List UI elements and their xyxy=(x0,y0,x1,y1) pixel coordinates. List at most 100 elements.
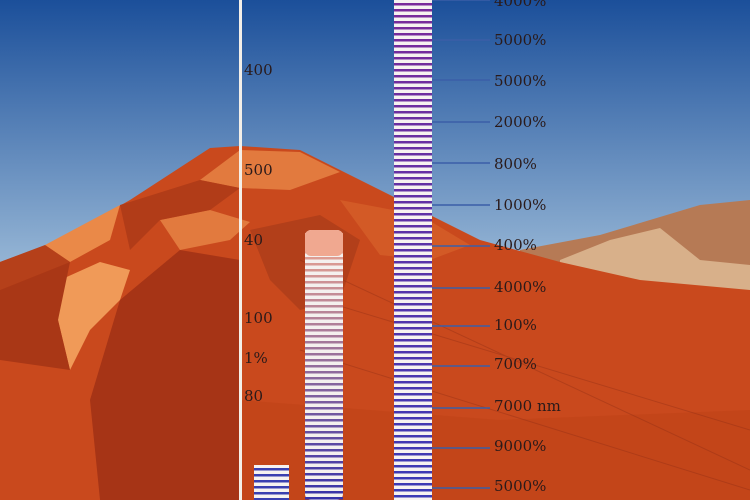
vertical-axis-line xyxy=(239,0,242,500)
medium-bar-stripe xyxy=(305,383,343,386)
tall-bar-stripe xyxy=(394,279,432,282)
tall-bar-stripe xyxy=(394,57,432,60)
right-label: 400% xyxy=(494,236,537,254)
tall-bar-stripe xyxy=(394,135,432,138)
tall-bar-stripe xyxy=(394,345,432,348)
tall-bar-stripe xyxy=(394,141,432,144)
medium-bar-stripe xyxy=(305,431,343,434)
tall-bar-stripe xyxy=(394,111,432,114)
right-label: 9000% xyxy=(494,437,547,455)
medium-bar-stripe xyxy=(305,425,343,428)
tall-bar-stripe xyxy=(394,27,432,30)
medium-bar-stripe xyxy=(305,401,343,404)
tall-bar-stripe xyxy=(394,255,432,258)
tall-bar-stripe xyxy=(394,69,432,72)
tall-bar-stripe xyxy=(394,213,432,216)
tall-bar-stripe xyxy=(394,327,432,330)
tall-bar-stripe xyxy=(394,39,432,42)
short-bar-stripe xyxy=(254,474,289,477)
tall-bar-stripe xyxy=(394,351,432,354)
tall-bar-stripe xyxy=(394,219,432,222)
tall-bar-stripe xyxy=(394,3,432,6)
medium-bar-cap xyxy=(305,230,343,256)
tall-bar-stripe xyxy=(394,405,432,408)
tall-bar-stripe xyxy=(394,273,432,276)
guide-lines xyxy=(299,259,750,491)
medium-bar-stripe xyxy=(305,317,343,320)
left-label: 1% xyxy=(244,349,268,367)
tall-bar-stripe xyxy=(394,105,432,108)
medium-bar-stripe xyxy=(305,479,343,482)
tall-bar-stripe xyxy=(394,81,432,84)
tall-bar-stripe xyxy=(394,21,432,24)
medium-bar-stripe xyxy=(305,341,343,344)
tall-bar-stripe xyxy=(394,495,432,498)
tall-bar-stripe xyxy=(394,33,432,36)
medium-bar-stripe xyxy=(305,485,343,488)
short-bar-stripe xyxy=(254,486,289,489)
medium-bar-stripe xyxy=(305,275,343,278)
mountain-facet-dark-1 xyxy=(0,245,70,290)
left-label: 40 xyxy=(244,231,264,249)
tall-bar-stripe xyxy=(394,387,432,390)
tall-bar-stripe xyxy=(394,411,432,414)
mountain-facet-dark-2 xyxy=(120,180,240,250)
medium-bar-stripe xyxy=(305,359,343,362)
medium-bar-stripe xyxy=(305,305,343,308)
tall-bar-stripe xyxy=(394,393,432,396)
tall-bar-stripe xyxy=(394,93,432,96)
tall-bar-stripe xyxy=(394,171,432,174)
medium-bar-stripe xyxy=(305,413,343,416)
tall-bar-stripe xyxy=(394,471,432,474)
medium-bar-stripe xyxy=(305,257,343,260)
tall-bar-stripe xyxy=(394,429,432,432)
tall-bar-stripe xyxy=(394,309,432,312)
medium-bar-stripe xyxy=(305,323,343,326)
medium-bar-stripe xyxy=(305,263,343,266)
tall-bar-stripe xyxy=(394,333,432,336)
medium-bar-stripe xyxy=(305,437,343,440)
tall-bar-stripe xyxy=(394,465,432,468)
mountain-facet-light-2 xyxy=(45,205,120,262)
bars-layer xyxy=(254,0,432,501)
tall-bar-stripe xyxy=(394,201,432,204)
tall-bar-stripe xyxy=(394,297,432,300)
medium-bar-stripe xyxy=(305,473,343,476)
tall-bar-stripe xyxy=(394,267,432,270)
tall-bar-stripe xyxy=(394,291,432,294)
medium-bar-stripe xyxy=(305,287,343,290)
mountain-facet-light-3 xyxy=(58,262,130,370)
tall-bar-stripe xyxy=(394,459,432,462)
tall-bar-stripe xyxy=(394,159,432,162)
tall-bar-stripe xyxy=(394,207,432,210)
right-label: 4000% xyxy=(494,278,547,296)
right-label: 2000% xyxy=(494,113,547,131)
tall-bar-stripe xyxy=(394,447,432,450)
tall-bar-stripe xyxy=(394,261,432,264)
medium-bar-stripe xyxy=(305,371,343,374)
ground-shade xyxy=(240,400,750,500)
tall-bar-stripe xyxy=(394,129,432,132)
tall-bar-stripe xyxy=(394,339,432,342)
medium-bar-stripe xyxy=(305,347,343,350)
right-label: 1000% xyxy=(494,196,547,214)
tall-bar-stripe xyxy=(394,477,432,480)
medium-bar-stripe xyxy=(305,497,343,500)
medium-bar-stripe xyxy=(305,419,343,422)
label-connectors xyxy=(432,0,490,489)
tall-bar-stripe xyxy=(394,15,432,18)
medium-bar-stripe xyxy=(305,461,343,464)
tall-bar-stripe xyxy=(394,369,432,372)
tall-bar-stripe xyxy=(394,249,432,252)
tall-bar-stripe xyxy=(394,453,432,456)
medium-bar-stripe xyxy=(305,491,343,494)
mountain-facet-dark-4 xyxy=(90,250,240,500)
tall-bar-stripe xyxy=(394,375,432,378)
tall-bar-stripe xyxy=(394,303,432,306)
medium-bar-stripe xyxy=(305,299,343,302)
right-label: 4000% xyxy=(494,0,547,10)
tall-bar-stripe xyxy=(394,441,432,444)
left-label: 500 xyxy=(244,161,273,179)
